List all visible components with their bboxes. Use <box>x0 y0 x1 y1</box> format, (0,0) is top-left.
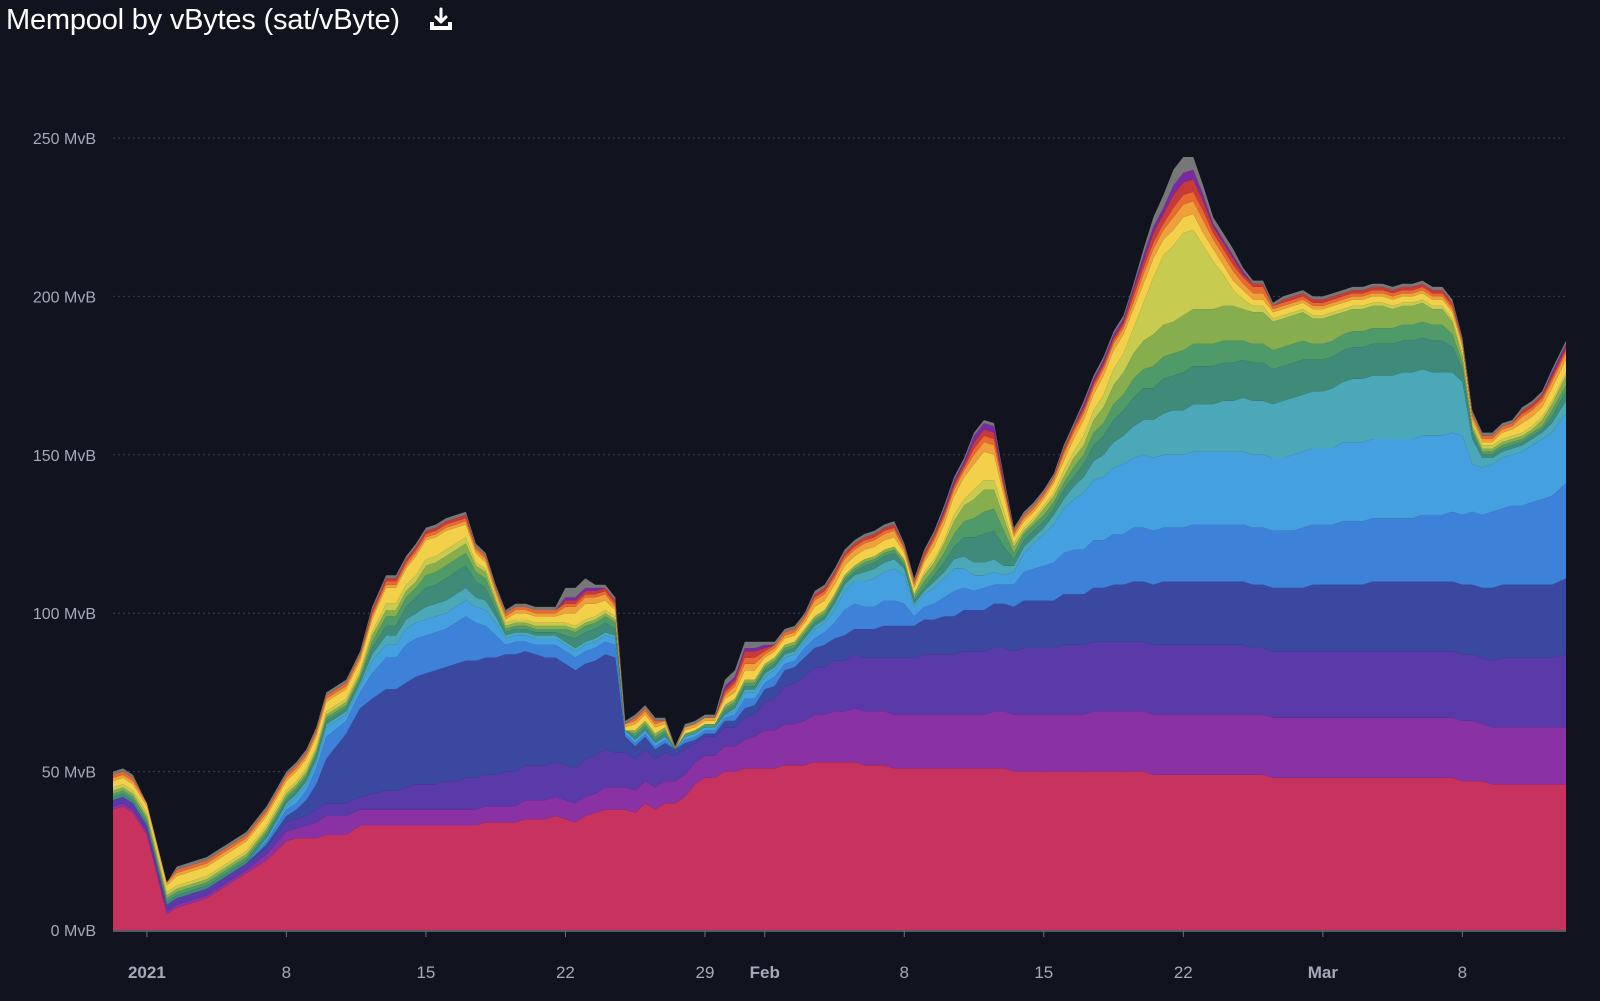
x-tick-label: 8 <box>1458 963 1467 982</box>
y-tick-label: 50 MvB <box>42 765 96 782</box>
chart-header: Mempool by vBytes (sat/vByte) <box>6 0 456 40</box>
series-area-6 <box>113 369 1566 905</box>
x-tick-label: 8 <box>900 963 909 982</box>
y-tick-label: 0 MvB <box>51 923 96 940</box>
y-tick-label: 100 MvB <box>33 606 96 623</box>
series-area-3 <box>113 578 1566 905</box>
x-tick-label: 29 <box>696 963 715 982</box>
chart-title: Mempool by vBytes (sat/vByte) <box>6 3 400 36</box>
x-tick-label: Feb <box>750 963 780 982</box>
series-area-0 <box>113 762 1566 930</box>
download-icon <box>429 7 452 30</box>
x-tick-label: 22 <box>556 963 575 982</box>
x-tick-label: 8 <box>282 963 291 982</box>
y-tick-label: 150 MvB <box>33 448 96 465</box>
series-areas <box>113 157 1566 930</box>
series-area-4 <box>113 483 1566 905</box>
series-area-1 <box>113 708 1566 915</box>
y-tick-label: 200 MvB <box>33 289 96 306</box>
x-tick-label: 15 <box>1034 963 1053 982</box>
axes: 0 MvB 50 MvB 100 MvB 150 MvB 200 MvB 250 MvB 2… <box>33 131 1566 982</box>
series-area-9 <box>113 302 1566 899</box>
x-tick-label: 2021 <box>128 963 166 982</box>
y-tick-label: 250 MvB <box>33 131 96 148</box>
x-tick-label: 22 <box>1174 963 1193 982</box>
series-area-2 <box>113 641 1566 911</box>
x-tick-label: Mar <box>1308 963 1339 982</box>
series-area-5 <box>113 413 1566 905</box>
series-area-7 <box>113 337 1566 905</box>
series-area-8 <box>113 321 1566 902</box>
x-tick-label: 15 <box>416 963 435 982</box>
download-button[interactable] <box>426 5 456 35</box>
